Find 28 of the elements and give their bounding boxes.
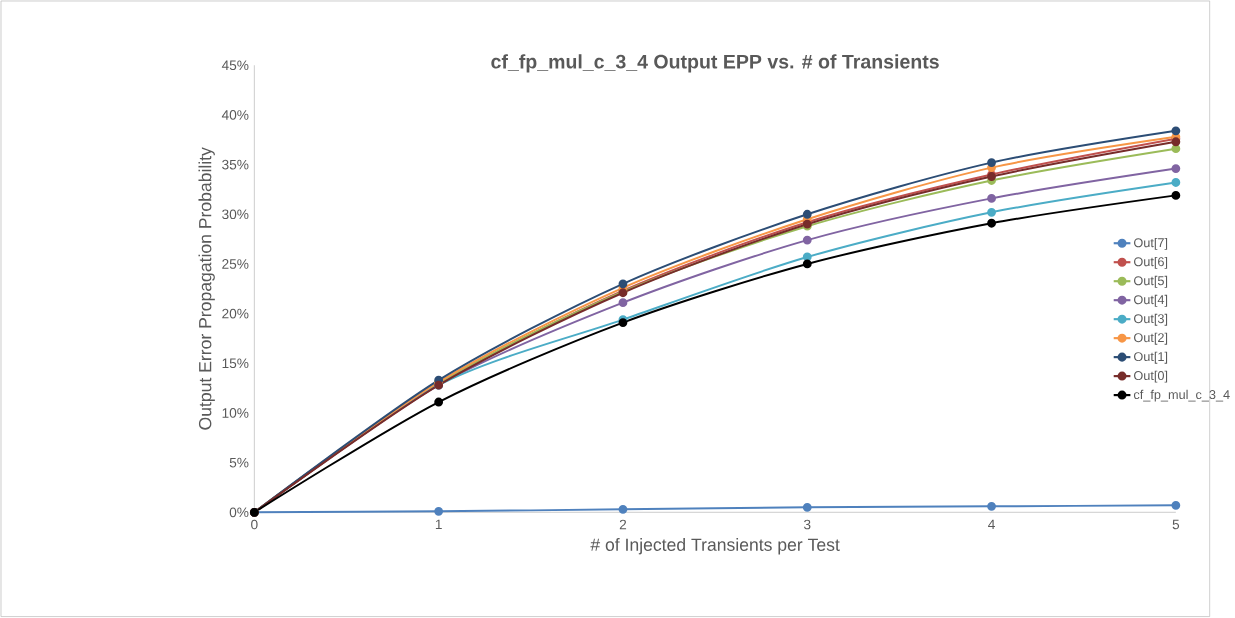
x-tick-label: 1 — [435, 519, 442, 530]
x-tick-label: 2 — [619, 519, 627, 530]
legend-label: Out[4] — [1134, 295, 1168, 307]
legend-label: Out[0] — [1134, 370, 1168, 383]
y-tick-label: 10% — [222, 408, 249, 418]
legend-label: Out[3] — [1134, 314, 1168, 326]
x-tick-label: 3 — [803, 519, 811, 530]
y-tick-label: 15% — [222, 358, 249, 369]
y-tick-label: 5% — [229, 458, 249, 468]
y-tick-label: 40% — [221, 110, 249, 120]
chart-title: cf_fp_mul_c_3_4 Output EPP vs. # of Transients — [491, 54, 939, 73]
legend-label: Out[1] — [1134, 351, 1168, 364]
y-tick-label: 0% — [229, 507, 249, 518]
legend-label: Out[5] — [1134, 276, 1168, 288]
x-axis-title: # of Injected Transients per Test — [590, 538, 840, 555]
x-tick-label: 5 — [1172, 519, 1180, 530]
legend-label: Out[6] — [1134, 257, 1168, 269]
y-tick-label: 30% — [222, 209, 249, 220]
x-tick-label: 0 — [251, 519, 258, 530]
y-tick-label: 25% — [222, 259, 249, 269]
x-tick-label: 4 — [988, 519, 995, 530]
y-tick-label: 45% — [221, 60, 249, 71]
y-tick-label: 35% — [222, 159, 249, 170]
y-axis-title: Output Error Propagation Probability — [198, 147, 215, 430]
legend-label: Out[7] — [1134, 238, 1168, 250]
legend-label: cf_fp_mul_c_3_4 — [1133, 389, 1230, 402]
y-tick-label: 20% — [222, 308, 249, 319]
legend-label: Out[2] — [1134, 333, 1168, 345]
